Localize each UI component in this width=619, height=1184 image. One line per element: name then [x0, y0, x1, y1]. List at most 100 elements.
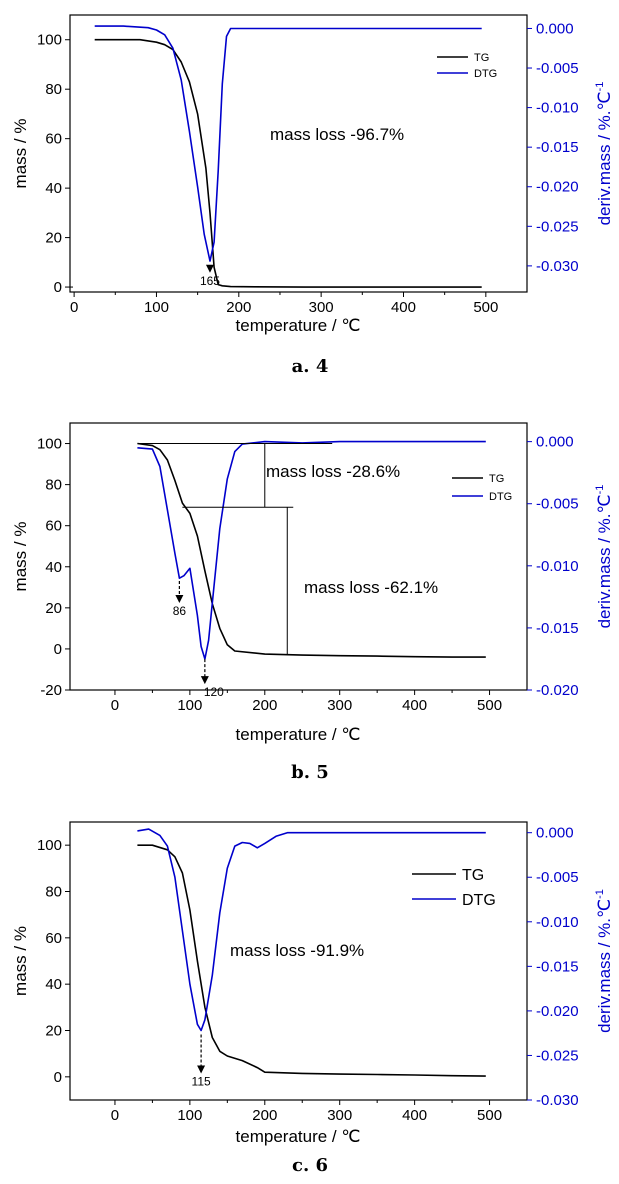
x-tick-label: 100 — [144, 299, 169, 316]
x-tick-label: 0 — [111, 1107, 119, 1124]
peak-arrow-head — [205, 264, 214, 273]
y-tick-label: 80 — [45, 81, 62, 98]
y-tick-label: 60 — [45, 930, 62, 947]
legend-label-dtg: DTG — [462, 892, 496, 909]
series-line-tg — [94, 38, 482, 288]
y-tick-label: 60 — [45, 518, 62, 535]
y-tick-label: 40 — [45, 559, 62, 576]
x-tick-label: 100 — [177, 1107, 202, 1124]
x-tick-label: 0 — [111, 697, 119, 714]
mass-loss-annotation: mass loss -28.6% — [266, 462, 400, 481]
y2-tick-label: 0.000 — [536, 20, 574, 37]
x-tick-label: 200 — [252, 697, 277, 714]
chart-panel-1: 0 100 200 300 400 500 0 20 40 60 80 100 0.000 -0.005 -… — [11, 14, 614, 377]
y2-tick-label: -0.015 — [536, 139, 579, 156]
y-tick-label: 80 — [45, 477, 62, 494]
y-tick-label: 0 — [54, 641, 62, 658]
y2-axis-label: deriv.mass / %.℃-1 — [594, 889, 614, 1033]
x-tick-label: 200 — [226, 299, 251, 316]
series-line-tg — [137, 844, 486, 1077]
y-tick-label: 80 — [45, 884, 62, 901]
plot-frame — [69, 14, 528, 293]
legend-label-tg: TG — [462, 867, 484, 884]
y2-tick-label: 0.000 — [536, 825, 574, 842]
x-axis-label: temperature / ℃ — [236, 1127, 361, 1146]
y2-tick-label: -0.020 — [536, 179, 579, 196]
y2-tick-label: -0.015 — [536, 620, 579, 637]
peak-arrow-head — [197, 1065, 206, 1074]
x-tick-label: 500 — [477, 1107, 502, 1124]
y2-axis-label-main: deriv.mass / %.℃ — [595, 899, 614, 1033]
chart-panel-3: 0 100 200 300 400 500 0 20 40 60 80 100 0.000 -0.005 -… — [11, 821, 614, 1176]
y2-tick-label: -0.005 — [536, 496, 579, 513]
y2-tick-label: -0.030 — [536, 1092, 579, 1109]
y-tick-label: 100 — [37, 837, 62, 854]
y-axis-label: mass / % — [11, 522, 30, 592]
series-line-dtg — [137, 828, 486, 1032]
y-tick-label: 100 — [37, 32, 62, 49]
x-tick-label: 400 — [402, 697, 427, 714]
y-tick-label: 0 — [54, 1069, 62, 1086]
y2-tick-label: -0.015 — [536, 958, 579, 975]
x-tick-label: 400 — [402, 1107, 427, 1124]
x-tick-label: 0 — [70, 299, 78, 316]
panel-caption: a. 4 — [292, 356, 329, 377]
panel-caption: b. 5 — [291, 762, 329, 783]
x-tick-label: 200 — [252, 1107, 277, 1124]
peak-arrow-head — [200, 676, 209, 685]
x-tick-label: 400 — [391, 299, 416, 316]
y2-tick-label: -0.030 — [536, 258, 579, 275]
x-axis-label: temperature / ℃ — [236, 725, 361, 744]
y2-axis-label: deriv.mass / %.℃-1 — [594, 82, 614, 226]
series-line-dtg — [137, 440, 486, 660]
y2-axis-label: deriv.mass / %.℃-1 — [594, 485, 614, 629]
y2-tick-label: -0.005 — [536, 869, 579, 886]
y2-tick-label: -0.025 — [536, 1047, 579, 1064]
panel-caption: c. 6 — [292, 1155, 328, 1176]
x-tick-label: 100 — [177, 697, 202, 714]
y-tick-label: 60 — [45, 131, 62, 148]
y2-tick-label: -0.025 — [536, 218, 579, 235]
chart-panel-2: 0 100 200 300 400 500 -20 0 20 40 60 80 100 0.000 -0.0… — [11, 422, 614, 783]
x-tick-label: 500 — [473, 299, 498, 316]
peak-temperature-label: 165 — [200, 274, 220, 288]
plot-frame — [69, 821, 528, 1101]
y2-tick-label: 0.000 — [536, 434, 574, 451]
y-tick-label: 40 — [45, 976, 62, 993]
plot-frame — [69, 422, 528, 691]
y-axis-label: mass / % — [11, 119, 30, 189]
peak-temperature-label: 120 — [204, 685, 224, 699]
x-tick-label: 300 — [309, 299, 334, 316]
y-tick-label: 20 — [45, 1023, 62, 1040]
y2-tick-label: -0.010 — [536, 100, 579, 117]
y2-tick-label: -0.010 — [536, 558, 579, 575]
mass-loss-annotation: mass loss -62.1% — [304, 578, 438, 597]
y2-axis-label-main: deriv.mass / %.℃ — [595, 91, 614, 225]
y2-tick-label: -0.005 — [536, 60, 579, 77]
y-tick-label: 20 — [45, 600, 62, 617]
legend-label-tg: TG — [474, 52, 489, 64]
peak-temperature-label: 115 — [192, 1075, 211, 1089]
y2-tick-label: -0.010 — [536, 914, 579, 931]
y2-tick-label: -0.020 — [536, 682, 579, 699]
y-tick-label: 40 — [45, 180, 62, 197]
x-axis-label: temperature / ℃ — [236, 316, 361, 335]
series-line-dtg — [94, 25, 482, 262]
legend-label-tg: TG — [489, 473, 504, 485]
y-axis-label: mass / % — [11, 926, 30, 996]
series-line-tg — [137, 442, 486, 658]
y2-tick-label: -0.020 — [536, 1003, 579, 1020]
x-tick-label: 300 — [327, 697, 352, 714]
x-tick-label: 500 — [477, 697, 502, 714]
mass-loss-annotation: mass loss -91.9% — [230, 941, 364, 960]
y2-axis-label-superscript: -1 — [594, 889, 606, 899]
x-tick-label: 300 — [327, 1107, 352, 1124]
y-tick-label: 100 — [37, 436, 62, 453]
legend-label-dtg: DTG — [474, 68, 497, 80]
y-tick-label: 0 — [54, 279, 62, 296]
peak-arrow-head — [175, 595, 184, 604]
legend-label-dtg: DTG — [489, 491, 512, 503]
y-tick-label: 20 — [45, 230, 62, 247]
y2-axis-label-superscript: -1 — [594, 485, 606, 495]
